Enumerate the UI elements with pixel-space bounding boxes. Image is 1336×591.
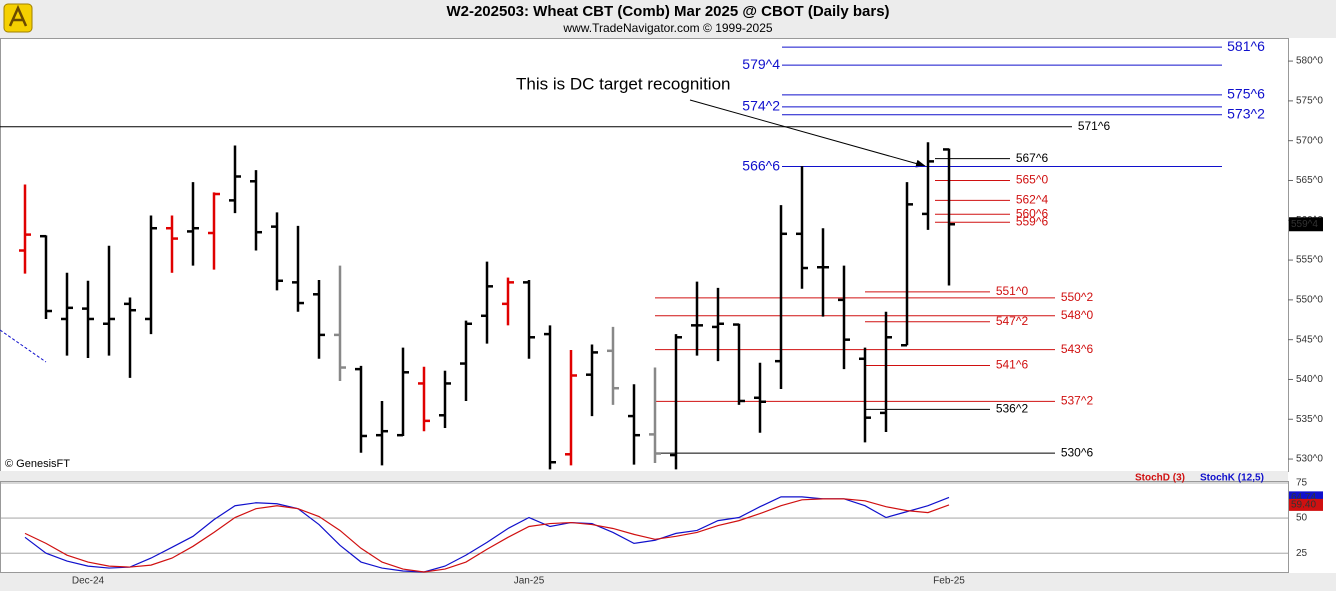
level-label: 565^0 — [1016, 173, 1049, 187]
level-label: 547^2 — [996, 314, 1029, 328]
level-label: 575^6 — [1227, 86, 1265, 102]
y-tick-label: 535^0 — [1296, 414, 1323, 425]
y-tick-label: 575^0 — [1296, 96, 1323, 107]
plot: 580^0575^0570^0565^0560^0555^0550^0545^0… — [0, 38, 1323, 587]
chart-subtitle: www.TradeNavigator.com © 1999-2025 — [562, 21, 772, 35]
stoch-line — [24, 498, 950, 573]
y-tick-label: 75 — [1296, 478, 1308, 489]
y-tick-label: 50 — [1296, 513, 1308, 524]
x-tick-label: Feb-25 — [933, 576, 965, 587]
stoch-line — [24, 496, 950, 573]
level-label: 581^6 — [1227, 38, 1265, 54]
watermark: © GenesisFT — [5, 458, 70, 470]
level-label: 550^2 — [1061, 290, 1094, 304]
level-label: 560^6 — [1016, 206, 1049, 220]
level-label: 579^4 — [742, 56, 780, 72]
panel-divider — [0, 471, 1288, 481]
y-tick-label: 565^0 — [1296, 175, 1323, 186]
last-price-label: 559^4 — [1291, 219, 1318, 230]
level-label: 573^2 — [1227, 106, 1265, 122]
y-tick-label: 540^0 — [1296, 374, 1323, 385]
logo — [3, 3, 33, 33]
level-label: 530^6 — [1061, 445, 1094, 459]
y-tick-label: 545^0 — [1296, 334, 1323, 345]
y-tick-label: 555^0 — [1296, 255, 1323, 266]
annotation: This is DC target recognition — [516, 74, 730, 93]
level-label: 537^2 — [1061, 394, 1094, 408]
last-value-label: 59.40 — [1291, 500, 1316, 511]
level-label: 548^0 — [1061, 308, 1094, 322]
x-tick-label: Dec-24 — [72, 576, 105, 587]
level-label: 559^6 — [1016, 214, 1049, 228]
last-price-box — [1289, 217, 1323, 232]
date-axis-bar — [0, 573, 1336, 591]
level-label: 571^6 — [1078, 119, 1111, 133]
header-bar — [0, 0, 1336, 38]
level-label: 543^6 — [1061, 342, 1094, 356]
level-label: 566^6 — [742, 157, 780, 173]
x-tick-label: Jan-25 — [514, 576, 545, 587]
last-value-label: 64.74 — [1291, 492, 1316, 503]
stoch-panel — [0, 481, 1289, 573]
level-label: 567^6 — [1016, 151, 1049, 165]
level-label: 574^2 — [742, 98, 780, 114]
y-tick-label: 530^0 — [1296, 454, 1323, 465]
y-tick-label: 550^0 — [1296, 295, 1323, 306]
trend-dash — [0, 329, 47, 363]
annotation-arrow — [689, 99, 926, 168]
level-label: 551^0 — [996, 284, 1029, 298]
legend-label: StochK (12,5) — [1200, 473, 1264, 484]
chart-title: W2-202503: Wheat CBT (Comb) Mar 2025 @ C… — [446, 3, 889, 20]
y-tick-label: 25 — [1296, 548, 1308, 559]
y-tick-label: 580^0 — [1296, 56, 1323, 67]
last-value-box — [1289, 498, 1323, 511]
level-label: 536^2 — [996, 401, 1029, 415]
legend-label: StochD (3) — [1135, 473, 1185, 484]
level-label: 562^4 — [1016, 193, 1049, 207]
y-tick-label: 570^0 — [1296, 135, 1323, 146]
level-label: 541^6 — [996, 358, 1029, 372]
